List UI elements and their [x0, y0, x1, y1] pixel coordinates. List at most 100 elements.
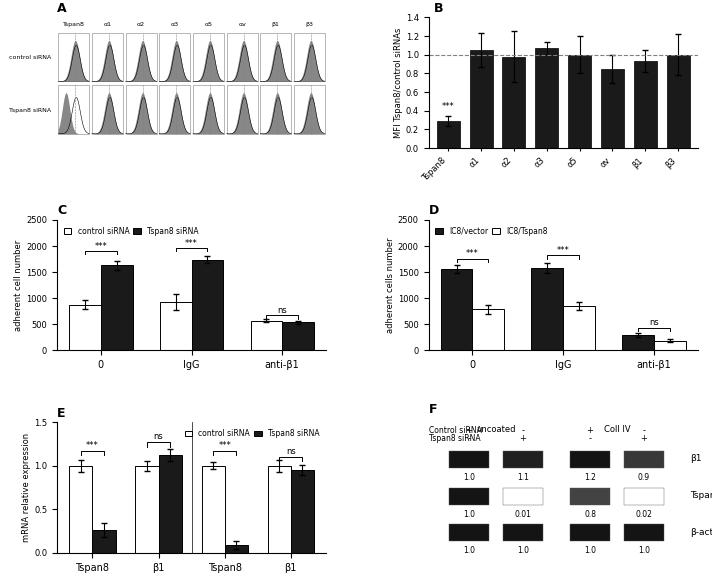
- Bar: [282, 322, 314, 350]
- Text: 0.9: 0.9: [638, 473, 650, 482]
- Bar: [666, 55, 689, 148]
- Text: E: E: [57, 407, 66, 420]
- Text: ns: ns: [286, 447, 295, 456]
- Legend: control siRNA, Tspan8 siRNA: control siRNA, Tspan8 siRNA: [182, 426, 323, 441]
- Text: 1.0: 1.0: [517, 546, 529, 555]
- Text: F: F: [429, 403, 437, 416]
- FancyBboxPatch shape: [294, 33, 325, 81]
- Bar: [69, 466, 93, 553]
- Bar: [290, 470, 314, 553]
- FancyBboxPatch shape: [624, 451, 664, 468]
- Text: +: +: [587, 426, 594, 435]
- Text: 1.0: 1.0: [463, 546, 475, 555]
- Text: B: B: [434, 2, 444, 15]
- FancyBboxPatch shape: [503, 488, 543, 505]
- FancyBboxPatch shape: [226, 86, 258, 134]
- FancyBboxPatch shape: [570, 451, 610, 468]
- Y-axis label: adherent cells number: adherent cells number: [386, 237, 395, 333]
- Text: β-actin: β-actin: [690, 527, 712, 537]
- FancyBboxPatch shape: [294, 86, 325, 134]
- FancyBboxPatch shape: [503, 524, 543, 541]
- Y-axis label: mRNA relative expression: mRNA relative expression: [22, 433, 31, 542]
- FancyBboxPatch shape: [58, 33, 89, 81]
- Text: 1.0: 1.0: [638, 546, 650, 555]
- Text: Tspan8 siRNA: Tspan8 siRNA: [9, 108, 51, 113]
- Text: uncoated: uncoated: [476, 425, 515, 434]
- Bar: [531, 268, 563, 350]
- FancyBboxPatch shape: [570, 488, 610, 505]
- Text: Tspan8: Tspan8: [63, 22, 85, 27]
- Bar: [160, 302, 192, 350]
- Text: 0.8: 0.8: [584, 510, 596, 519]
- Bar: [135, 466, 159, 553]
- Text: Tspan8: Tspan8: [690, 491, 712, 500]
- Bar: [535, 48, 558, 148]
- FancyBboxPatch shape: [193, 86, 224, 134]
- Legend: IC8/vector, IC8/Tspan8: IC8/vector, IC8/Tspan8: [432, 223, 550, 239]
- Text: 1.2: 1.2: [584, 473, 596, 482]
- Text: D: D: [429, 204, 439, 217]
- Bar: [622, 335, 654, 350]
- FancyBboxPatch shape: [624, 524, 664, 541]
- Text: α5: α5: [204, 22, 212, 27]
- Text: α1: α1: [103, 22, 112, 27]
- Text: 0.01: 0.01: [514, 510, 531, 519]
- Bar: [101, 265, 132, 350]
- FancyBboxPatch shape: [624, 488, 664, 505]
- Bar: [192, 260, 224, 350]
- Bar: [159, 455, 182, 553]
- Bar: [563, 306, 595, 350]
- Text: 1.1: 1.1: [517, 473, 529, 482]
- FancyBboxPatch shape: [226, 33, 258, 81]
- FancyBboxPatch shape: [449, 451, 489, 468]
- Text: Coll IV: Coll IV: [604, 425, 630, 434]
- Bar: [93, 530, 115, 553]
- Text: ns: ns: [278, 306, 287, 315]
- Bar: [503, 56, 525, 148]
- Text: ns: ns: [649, 318, 659, 328]
- Text: +: +: [519, 434, 526, 443]
- FancyBboxPatch shape: [159, 86, 190, 134]
- Bar: [201, 466, 225, 553]
- Text: ***: ***: [185, 239, 198, 247]
- FancyBboxPatch shape: [58, 86, 89, 134]
- Text: ***: ***: [442, 102, 454, 111]
- FancyBboxPatch shape: [193, 33, 224, 81]
- FancyBboxPatch shape: [503, 451, 543, 468]
- Text: 1.0: 1.0: [463, 473, 475, 482]
- Text: ***: ***: [86, 441, 99, 450]
- FancyBboxPatch shape: [449, 488, 489, 505]
- Text: 1.0: 1.0: [463, 510, 475, 519]
- Text: ns: ns: [154, 432, 163, 442]
- Text: α3: α3: [171, 22, 179, 27]
- FancyBboxPatch shape: [92, 33, 123, 81]
- Bar: [568, 55, 591, 148]
- Legend: control siRNA, Tspan8 siRNA: control siRNA, Tspan8 siRNA: [61, 223, 201, 239]
- Text: Control siRNA: Control siRNA: [429, 426, 481, 435]
- Text: Tspan8 siRNA: Tspan8 siRNA: [429, 434, 480, 443]
- Text: ***: ***: [95, 242, 108, 251]
- Y-axis label: MFI Tspan8/control siRNAs: MFI Tspan8/control siRNAs: [394, 27, 403, 138]
- Text: -: -: [589, 434, 592, 443]
- Text: A: A: [57, 2, 67, 15]
- Text: control siRNA: control siRNA: [9, 55, 51, 61]
- Bar: [436, 121, 460, 148]
- Text: αv: αv: [238, 22, 246, 27]
- Text: ***: ***: [557, 246, 570, 255]
- Text: 0.02: 0.02: [636, 510, 652, 519]
- Bar: [225, 545, 248, 553]
- FancyBboxPatch shape: [261, 33, 291, 81]
- Bar: [268, 466, 290, 553]
- FancyBboxPatch shape: [261, 86, 291, 134]
- Text: β1: β1: [690, 455, 701, 463]
- Text: α2: α2: [137, 22, 145, 27]
- Bar: [473, 309, 504, 350]
- Text: β1: β1: [272, 22, 280, 27]
- FancyBboxPatch shape: [125, 86, 157, 134]
- Y-axis label: adherent cell number: adherent cell number: [14, 240, 23, 331]
- Text: +: +: [641, 434, 647, 443]
- Text: -: -: [521, 426, 524, 435]
- Bar: [69, 304, 101, 350]
- Text: ***: ***: [466, 249, 479, 258]
- Text: +: +: [466, 426, 472, 435]
